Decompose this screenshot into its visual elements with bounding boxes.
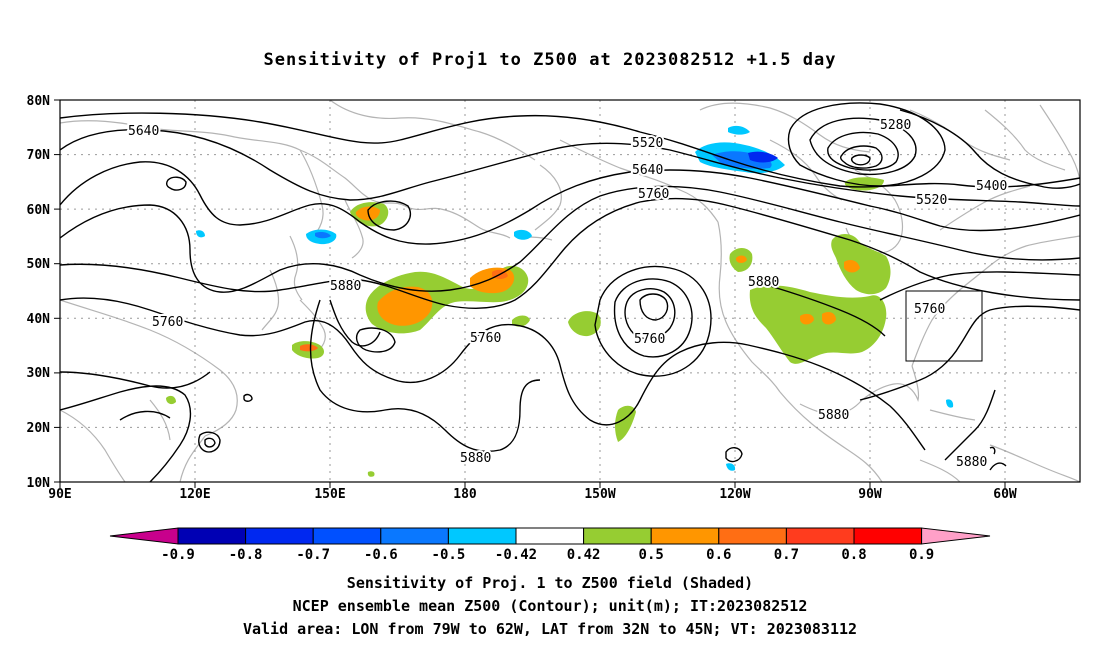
lon-tick-label: 60W: [993, 487, 1017, 502]
contour-label: 5880: [818, 408, 849, 423]
colorbar-swatch: [785, 527, 855, 545]
lat-tick-label: 50N: [27, 257, 51, 272]
lat-tick-label: 10N: [27, 476, 51, 491]
lat-tick-label: 80N: [27, 94, 51, 109]
colorbar-label: -0.8: [229, 547, 263, 563]
colorbar-label: -0.42: [495, 547, 537, 563]
z500-contours: [60, 102, 1080, 482]
shade-positive-midpacific: [568, 311, 601, 337]
lon-tick-label: 90W: [858, 487, 882, 502]
contour-label: 5400: [976, 179, 1007, 194]
contour-label: 5280: [880, 118, 911, 133]
shade-negative-arctic-2: [728, 125, 750, 135]
lat-tick-label: 30N: [27, 366, 51, 381]
colorbar-label: 0.5: [639, 547, 664, 563]
lat-tick-label: 20N: [27, 421, 51, 436]
lon-tick-label: 120E: [179, 487, 210, 502]
land-outline: [60, 100, 1080, 482]
colorbar-label: 0.9: [909, 547, 934, 563]
map-frame: [59, 99, 1081, 483]
lon-axis-labels: 90E 120E 150E 180 150W 120W 90W 60W: [48, 487, 1017, 502]
contour-label: 5520: [916, 193, 947, 208]
caption-line-2: NCEP ensemble mean Z500 (Contour); unit(…: [292, 597, 808, 615]
shade-positive-midpacific-2: [512, 315, 530, 327]
lon-tick-label: 90E: [48, 487, 71, 502]
colorbar-high-end: [921, 527, 991, 545]
colorbar-label: 0.7: [774, 547, 799, 563]
contour-label: 5760: [470, 331, 501, 346]
caption-line-3: Valid area: LON from 79W to 62W, LAT fro…: [242, 620, 858, 638]
colorbar-label: -0.6: [364, 547, 398, 563]
contour-label: 5880: [330, 279, 361, 294]
colorbar-label: -0.5: [432, 547, 466, 563]
colorbar-swatch: [718, 527, 787, 545]
lat-axis-labels: 80N 70N 60N 50N 40N 30N 20N 10N: [27, 94, 51, 491]
colorbar-swatch: [245, 527, 314, 545]
contour-label: 5640: [632, 163, 663, 178]
shade-positive-hawaii: [615, 405, 636, 442]
shade-positive-small-2: [367, 471, 375, 477]
lon-tick-label: 150W: [584, 487, 615, 502]
colorbar-label: -0.7: [296, 547, 330, 563]
contour-label: 5880: [460, 451, 491, 466]
contour-label: 5640: [128, 124, 159, 139]
contour-label: 5760: [634, 332, 665, 347]
colorbar-swatch: [650, 527, 720, 545]
contour-label: 5760: [638, 187, 669, 202]
colorbar-low-end: [109, 527, 179, 545]
colorbar-swatch: [312, 527, 382, 545]
contour-label: 5760: [152, 315, 183, 330]
caption-line-1: Sensitivity of Proj. 1 to Z500 field (Sh…: [346, 574, 754, 592]
axis-ticks: [54, 99, 1006, 488]
contour-label: 5760: [914, 302, 945, 317]
lat-tick-label: 60N: [27, 203, 51, 218]
shade-positive-na-core: [800, 313, 814, 325]
colorbar-label: 0.42: [567, 547, 601, 563]
shade-negative-small-3: [726, 463, 736, 471]
colorbar-swatch: [853, 527, 923, 545]
valid-area-box: [905, 290, 983, 362]
colorbar-label: -0.9: [161, 547, 195, 563]
colorbar-swatch: [447, 527, 517, 545]
shade-positive-na: [749, 285, 887, 364]
contour-label: 5880: [956, 455, 987, 470]
shade-positive-hudson: [831, 234, 891, 295]
lat-tick-label: 40N: [27, 312, 51, 327]
shade-negative-okhotsk-core: [315, 232, 331, 239]
shade-negative-small-1: [196, 230, 205, 238]
contour-label-group: 5640 5520 5280 5640 5760 5400 5520 5880 …: [126, 116, 1009, 472]
shade-positive-na-west-core: [736, 255, 747, 263]
sensitivity-shading: [166, 125, 954, 477]
lon-tick-label: 150E: [314, 487, 345, 502]
lat-tick-label: 70N: [27, 148, 51, 163]
shade-negative-small-2: [946, 399, 954, 408]
lon-tick-label: 180: [453, 487, 477, 502]
contour-label: 5880: [748, 275, 779, 290]
colorbar-swatch: [515, 527, 585, 545]
colorbar-swatch: [583, 527, 652, 545]
shade-positive-arctic: [844, 177, 884, 191]
shade-positive-na-core-2: [822, 312, 836, 325]
colorbar-swatch: [380, 527, 449, 545]
shade-positive-small-1: [166, 395, 176, 405]
contour-label: 5520: [632, 136, 663, 151]
colorbar-label: 0.6: [706, 547, 731, 563]
map-title: Sensitivity of Proj1 to Z500 at 20230825…: [263, 50, 837, 70]
colorbar-swatch: [177, 527, 247, 545]
shade-positive-japan-core: [300, 344, 318, 352]
shade-negative-aleutian: [514, 229, 532, 240]
shade-positive-hudson-core: [844, 260, 860, 273]
lon-tick-label: 120W: [719, 487, 750, 502]
colorbar: -0.9 -0.8 -0.7 -0.6 -0.5 -0.42 0.42 0.5 0.6 0.7 0.…: [109, 527, 991, 563]
colorbar-label: 0.8: [841, 547, 866, 563]
shade-negative-arctic-deep: [748, 151, 778, 163]
